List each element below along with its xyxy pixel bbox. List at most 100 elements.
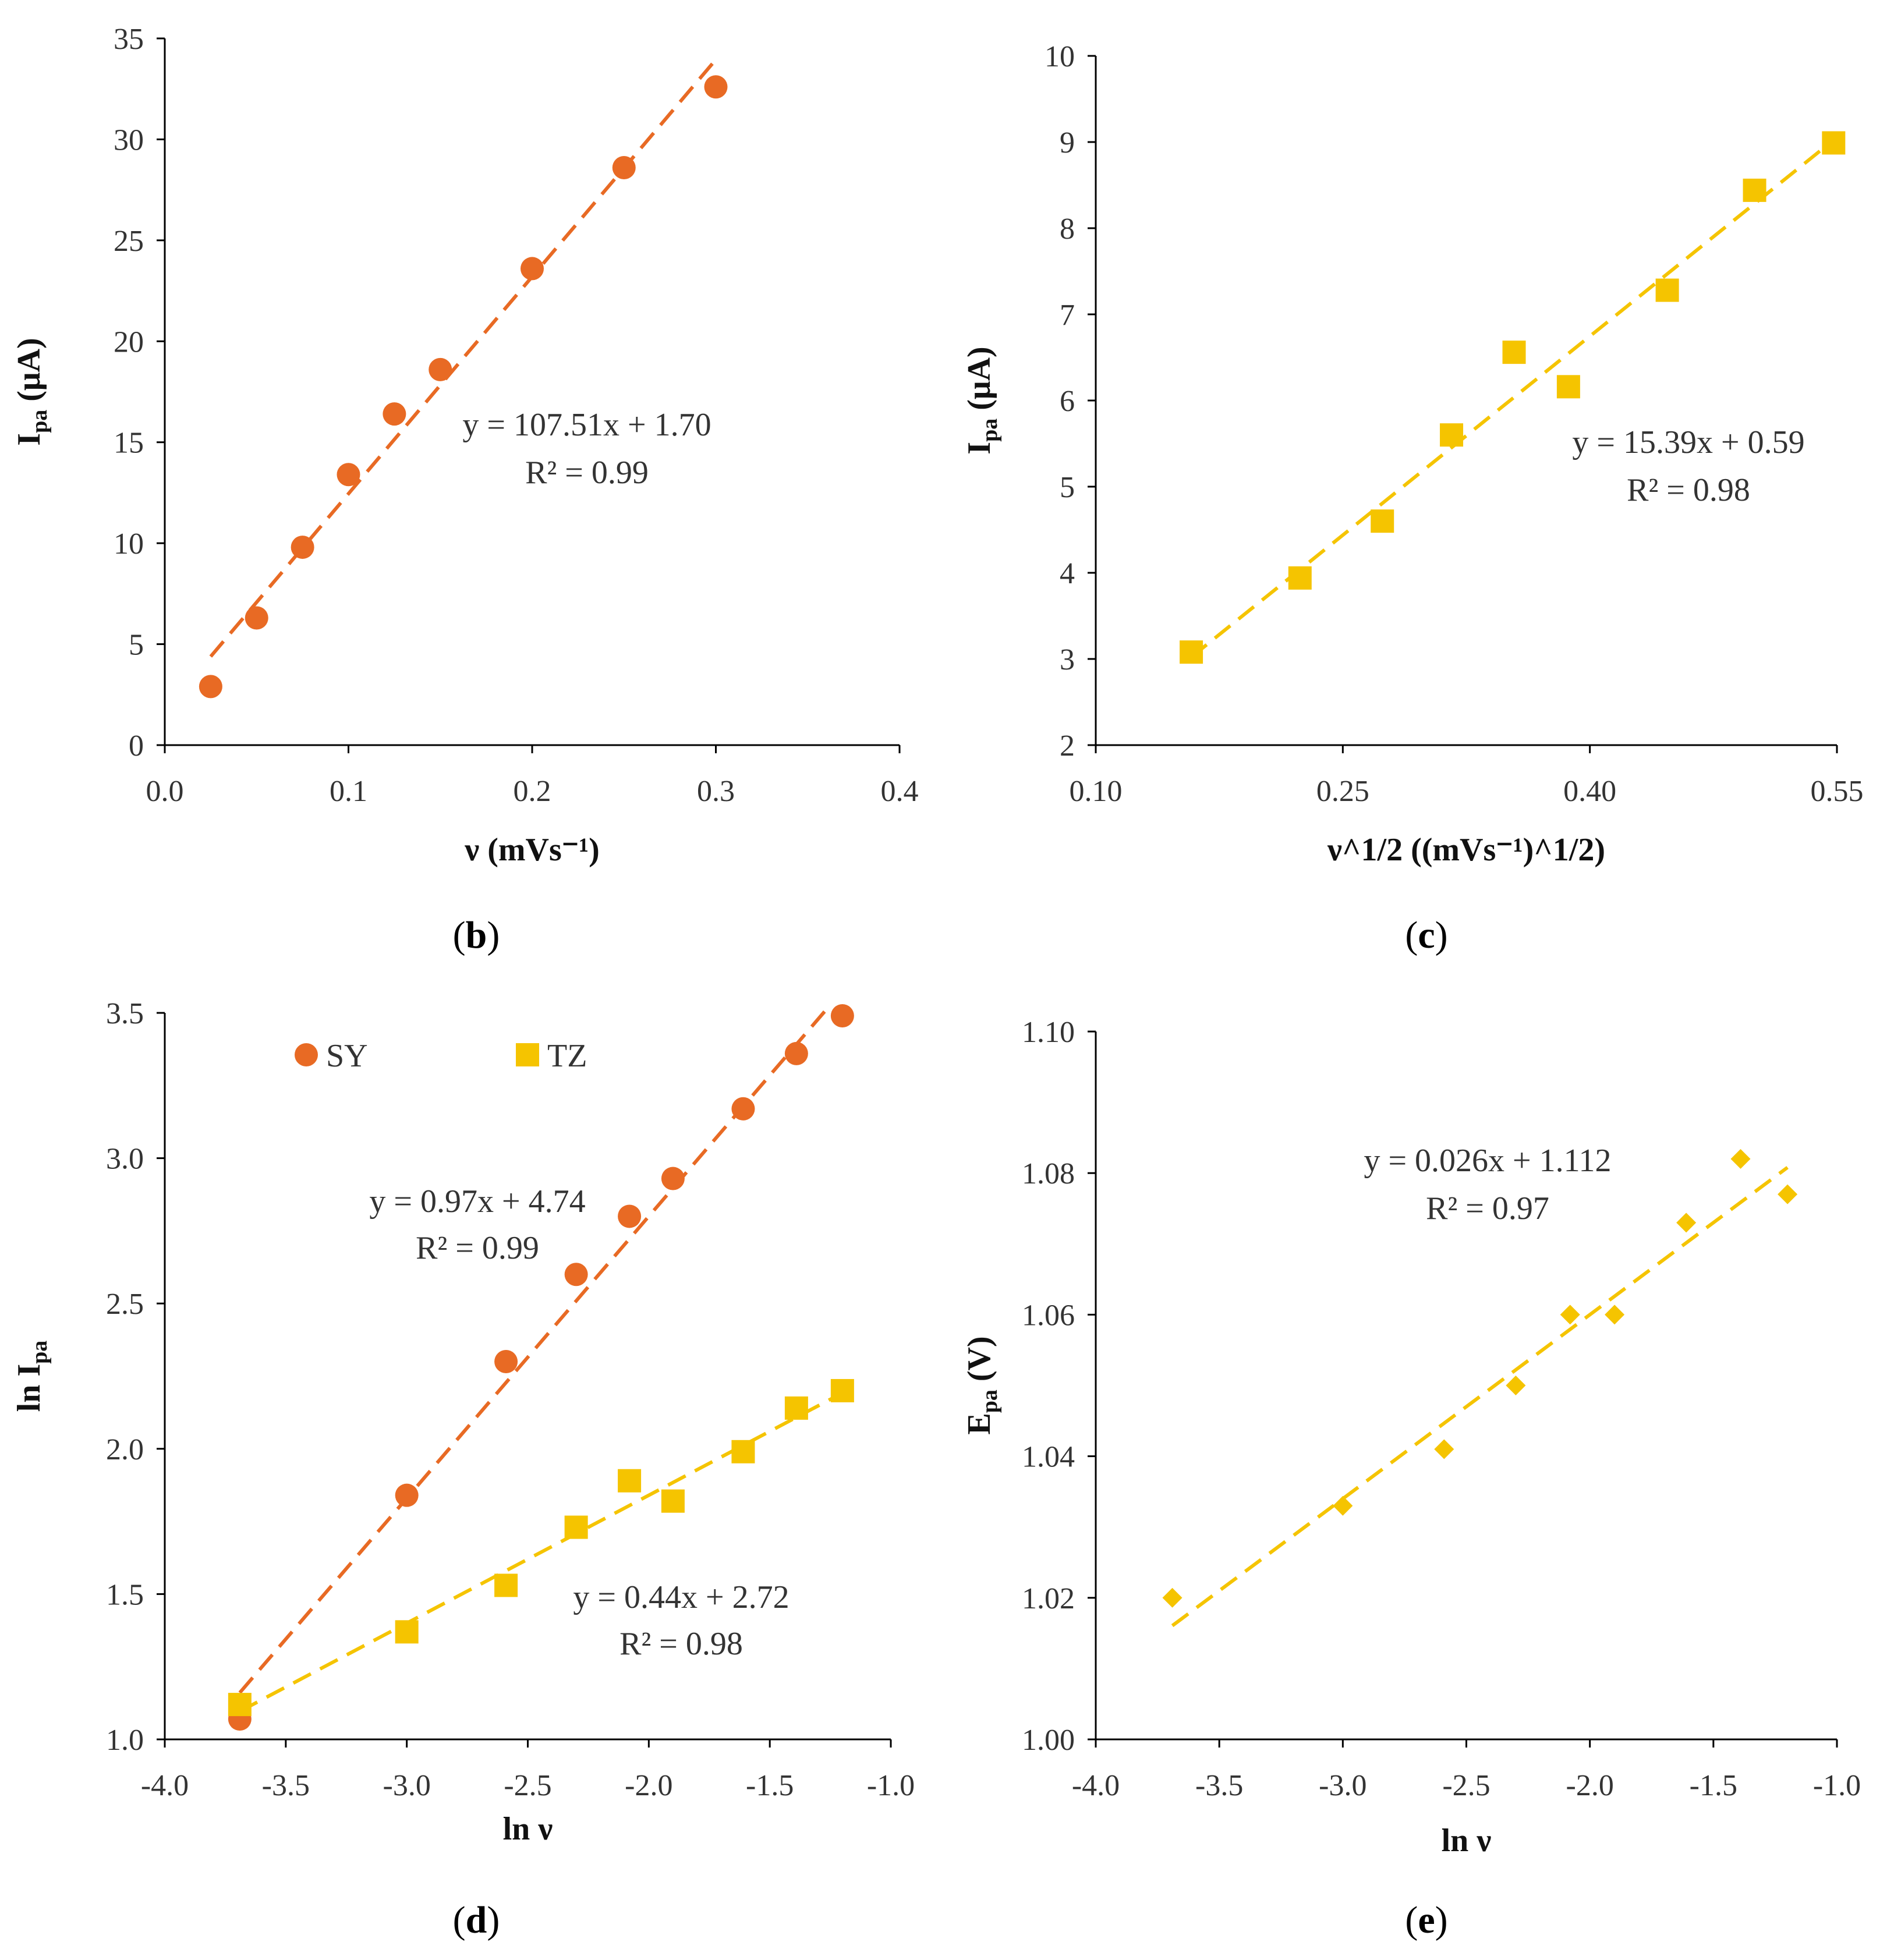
trendline-sy	[209, 58, 717, 658]
data-point-tz	[1440, 423, 1464, 447]
x-tick-label: 0.1	[330, 775, 367, 808]
y-axis-label: Epa (V)	[961, 1336, 1002, 1434]
data-point-tz	[1743, 178, 1766, 202]
y-tick-label: 25	[114, 225, 144, 258]
data-point-tz	[1778, 1184, 1798, 1204]
y-tick-label: 2	[1060, 729, 1075, 763]
r-squared-label: R² = 0.99	[525, 455, 649, 491]
trendline-equation: y = 107.51x + 1.70	[462, 407, 711, 443]
legend-label-sy: SY	[326, 1038, 368, 1074]
data-point-tz	[1434, 1439, 1454, 1459]
x-tick-label: -2.0	[625, 1769, 672, 1802]
data-point-tz	[618, 1469, 642, 1493]
x-axis-label: ln ν	[503, 1811, 553, 1847]
data-point-tz	[395, 1620, 419, 1644]
panel-label: (d)	[453, 1899, 500, 1941]
data-point-sy	[661, 1167, 685, 1190]
y-tick-label: 1.06	[1022, 1299, 1075, 1332]
chart-panel-b: 0.0 0.1 0.2 0.3 0.4 0 5 10 15 20 25 30 35 ν (mVs⁻¹) Ip…	[11, 23, 919, 956]
trendline-equation: y = 0.97x + 4.74	[369, 1183, 585, 1220]
y-tick-label: 7	[1060, 299, 1075, 332]
data-point-tz	[1822, 131, 1846, 155]
trendline-tz	[1171, 1166, 1789, 1628]
legend-marker-sy	[295, 1043, 318, 1066]
y-tick-label: 1.08	[1022, 1157, 1075, 1190]
x-tick-label: -4.0	[1072, 1769, 1120, 1802]
y-tick-label: 1.00	[1022, 1724, 1075, 1757]
y-tick-label: 6	[1060, 385, 1075, 418]
data-point-sy	[784, 1041, 808, 1065]
x-tick-label: -3.5	[1195, 1769, 1243, 1802]
data-point-tz	[1676, 1213, 1697, 1233]
y-tick-label: 35	[114, 23, 144, 56]
data-point-tz	[1605, 1305, 1625, 1325]
x-tick-label: 0.3	[697, 775, 735, 808]
chart-panel-e: -4.0 -3.5 -3.0 -2.5 -2.0 -1.5 -1.0 1.00 1.02 1.04…	[961, 1016, 1861, 1941]
x-tick-label: -1.0	[1813, 1769, 1861, 1802]
y-tick-label: 20	[114, 325, 144, 359]
data-point-tz	[494, 1573, 518, 1597]
y-tick-label: 1.0	[106, 1724, 144, 1757]
x-tick-label: -3.0	[1319, 1769, 1366, 1802]
x-tick-label: -2.0	[1566, 1769, 1614, 1802]
data-point-tz	[784, 1396, 808, 1420]
x-tick-label: 0.4	[881, 775, 919, 808]
y-tick-label: 1.04	[1022, 1441, 1075, 1474]
y-tick-label: 9	[1060, 126, 1075, 160]
trendline-tz	[1190, 139, 1835, 659]
data-point-tz	[1655, 278, 1679, 302]
panel-label: (c)	[1405, 914, 1447, 956]
data-point-sy	[429, 357, 452, 381]
data-point-tz	[228, 1693, 252, 1717]
legend-label-tz: TZ	[547, 1038, 587, 1074]
y-tick-label: 1.5	[106, 1578, 144, 1611]
y-tick-label: 3	[1060, 643, 1075, 676]
x-tick-label: -1.5	[746, 1769, 794, 1802]
y-tick-label: 15	[114, 427, 144, 460]
panel-label: (e)	[1405, 1899, 1447, 1941]
x-tick-label: 0.55	[1811, 775, 1864, 808]
x-axis-label: ν (mVs⁻¹)	[464, 832, 600, 868]
data-point-sy	[612, 155, 636, 179]
x-tick-label: -2.5	[1442, 1769, 1490, 1802]
data-point-sy	[199, 675, 222, 699]
panel-label: (b)	[453, 914, 500, 956]
y-axis-label: Ipa (μA)	[961, 346, 1002, 454]
data-point-tz	[1502, 341, 1526, 364]
data-point-sy	[564, 1263, 588, 1286]
y-tick-label: 1.10	[1022, 1016, 1075, 1049]
y-tick-label: 1.02	[1022, 1582, 1075, 1615]
x-axis-label: ln ν	[1442, 1823, 1492, 1859]
data-point-sy	[291, 536, 314, 559]
data-point-tz	[1506, 1376, 1526, 1395]
trendline-tz	[239, 1391, 844, 1713]
r-squared-label: R² = 0.98	[619, 1626, 743, 1662]
data-point-tz	[1371, 509, 1394, 533]
data-point-tz	[731, 1440, 755, 1463]
data-point-sy	[395, 1483, 419, 1507]
y-tick-label: 5	[129, 629, 144, 662]
x-tick-label: 0.10	[1070, 775, 1123, 808]
x-tick-label: 0.0	[146, 775, 184, 808]
x-tick-label: -3.5	[262, 1769, 310, 1802]
y-tick-label: 2.5	[106, 1288, 144, 1321]
x-tick-label: 0.40	[1563, 775, 1616, 808]
y-tick-label: 10	[114, 527, 144, 561]
legend: SY TZ	[295, 1038, 587, 1074]
r-squared-label: R² = 0.97	[1426, 1190, 1549, 1227]
y-tick-label: 0	[129, 729, 144, 763]
data-point-sy	[521, 257, 544, 281]
data-point-sy	[337, 463, 360, 487]
data-point-sy	[830, 1004, 854, 1027]
r-squared-label: R² = 0.99	[416, 1230, 539, 1266]
data-point-tz	[661, 1489, 685, 1513]
x-tick-label: 0.25	[1316, 775, 1369, 808]
y-tick-label: 30	[114, 123, 144, 157]
data-point-tz	[1730, 1149, 1751, 1169]
data-point-sy	[618, 1204, 642, 1228]
data-point-sy	[731, 1097, 755, 1121]
y-axis-label: Ipa (μA)	[11, 338, 52, 445]
y-tick-label: 10	[1045, 40, 1075, 73]
chart-panel-d: -4.0 -3.5 -3.0 -2.5 -2.0 -1.5 -1.0 1.0 1.5 2.0 2.5…	[11, 997, 915, 1941]
